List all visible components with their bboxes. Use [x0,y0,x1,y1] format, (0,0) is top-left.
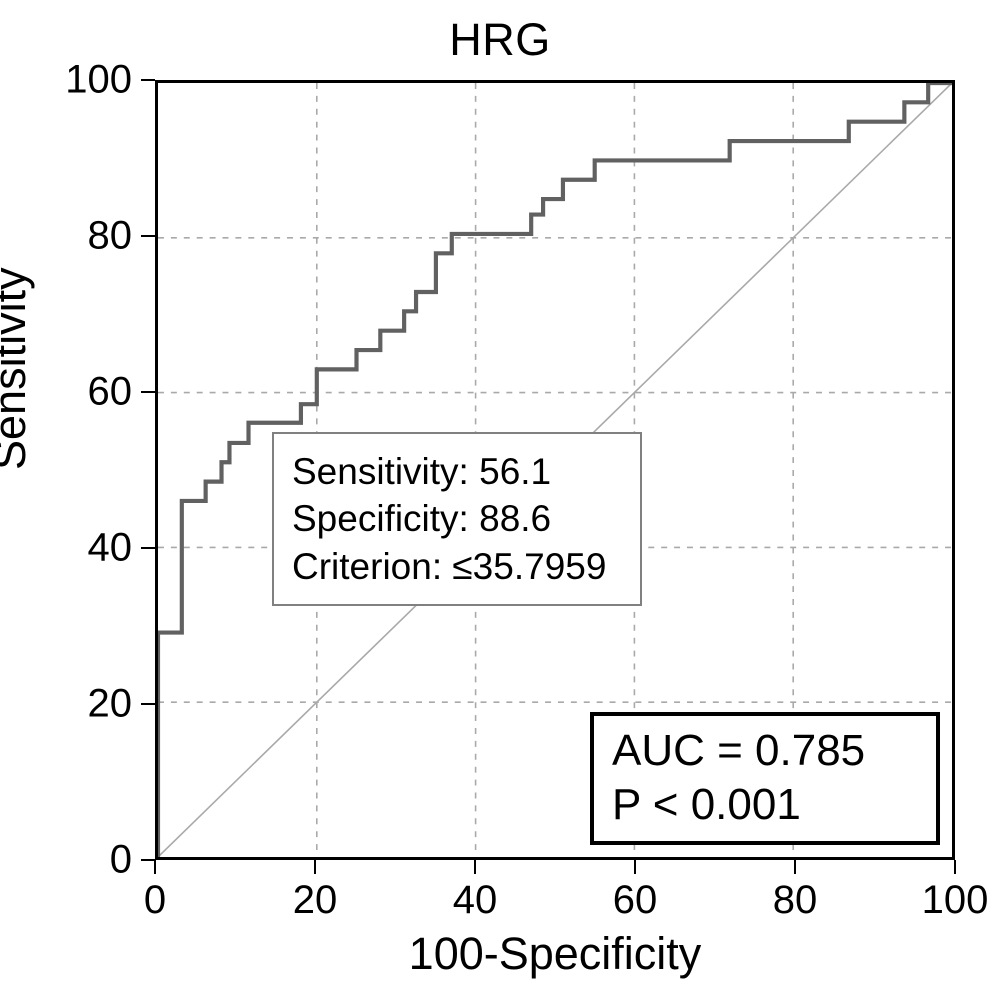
x-axis-label: 100-Specificity [155,928,955,980]
operating-point-tooltip: Sensitivity: 56.1 Specificity: 88.6 Crit… [272,432,642,606]
ytick-label: 40 [70,526,132,571]
xtick-label: 100 [922,878,989,923]
chart-title: HRG [0,14,1000,66]
xtick-label: 0 [144,878,166,923]
stats-auc: AUC = 0.785 [612,724,918,778]
xtick-label: 80 [773,878,818,923]
stats-box: AUC = 0.785 P < 0.001 [590,712,940,845]
xtick-label: 40 [453,878,498,923]
ytick-label: 0 [90,838,132,883]
ytick-label: 20 [70,682,132,727]
tooltip-criterion: Criterion: ≤35.7959 [292,543,622,590]
ytick-label: 60 [70,370,132,415]
xtick-label: 60 [613,878,658,923]
xtick-label: 20 [293,878,338,923]
ytick-label: 80 [70,214,132,259]
y-axis-label: Sensitivity [0,267,36,470]
stats-p: P < 0.001 [612,778,918,832]
tooltip-specificity: Specificity: 88.6 [292,495,622,542]
tooltip-sensitivity: Sensitivity: 56.1 [292,448,622,495]
ytick-label: 100 [50,58,132,103]
chart-container: HRG Sensitivity [0,0,1000,992]
